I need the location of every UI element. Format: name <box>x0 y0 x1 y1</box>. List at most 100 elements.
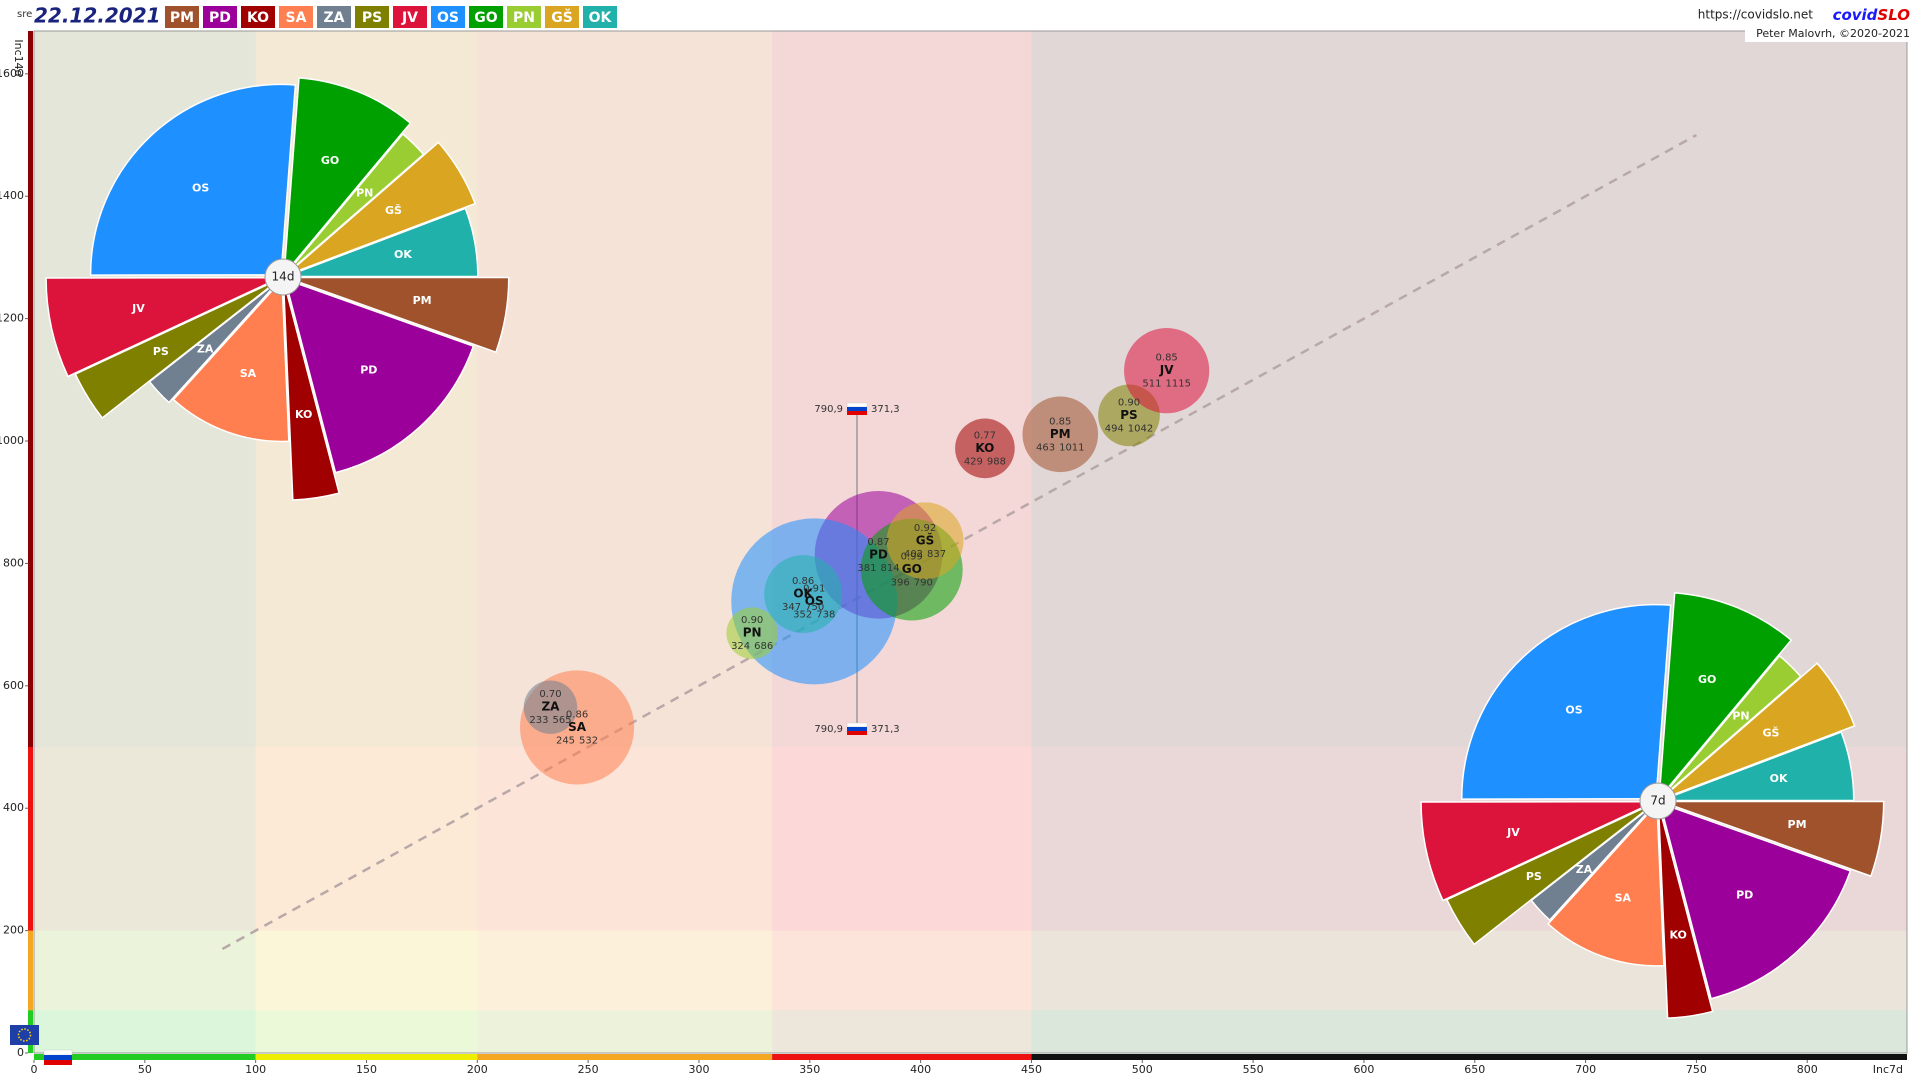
bubble-code: JV <box>1159 363 1174 377</box>
plot-area: 0 50 100 150 200 250 300 350 400 450 500 550 600 650 7… <box>0 30 1908 1076</box>
bubble-values: 402 837 <box>904 549 946 560</box>
y-axis-title: Inc14d <box>12 39 25 76</box>
bubble-values: 347 750 <box>782 602 824 613</box>
pie-slice <box>1547 801 1665 967</box>
legend-label[interactable]: OS <box>437 10 459 26</box>
bubble-values: 233 565 <box>529 715 571 726</box>
legend-swatch[interactable] <box>431 6 465 28</box>
bubble-y: 738 <box>816 609 835 620</box>
x-tick-label: 700 <box>1575 1063 1596 1076</box>
x-tick-label: 300 <box>688 1063 709 1076</box>
legend-swatch[interactable] <box>507 6 541 28</box>
bubble-x: 347 <box>782 602 801 613</box>
brand: covidSLO <box>1833 6 1911 24</box>
y-tick-label: 1400 <box>0 189 24 202</box>
bubble-x: 463 <box>1036 442 1055 453</box>
bubble-x: 245 <box>556 735 575 746</box>
y-tick-label: 200 <box>3 924 24 937</box>
bubble-y: 790 <box>914 578 933 589</box>
legend-label[interactable]: SA <box>286 10 307 26</box>
legend-label[interactable]: PS <box>362 10 382 26</box>
bubble-x: 402 <box>904 549 923 560</box>
legend-swatch[interactable] <box>203 6 237 28</box>
legend-swatch[interactable] <box>317 6 351 28</box>
x-scale-bar <box>772 1054 1032 1060</box>
x-tick-label: 150 <box>356 1063 377 1076</box>
pie-center-label: 14d <box>272 270 295 284</box>
bubble-y: 814 <box>881 563 900 574</box>
legend-swatch[interactable] <box>355 6 389 28</box>
pie-slice <box>285 207 479 278</box>
y-tick-label: 0 <box>17 1046 24 1059</box>
legend-label[interactable]: GŠ <box>551 8 573 26</box>
pie-slice <box>89 83 297 276</box>
bubble-code: OK <box>793 587 813 601</box>
bubble-y: 532 <box>579 735 598 746</box>
bubble-code: PN <box>743 626 762 640</box>
bubble-x: 429 <box>964 456 983 467</box>
bubble-x: 381 <box>857 563 876 574</box>
pie-slice <box>1658 802 1852 1000</box>
ref-flag <box>847 730 868 735</box>
pie-slice <box>1460 603 1672 800</box>
pie-slice <box>285 276 510 354</box>
legend-swatch[interactable] <box>279 6 313 28</box>
reference-y-label: 790,9 <box>814 724 843 735</box>
x-scale-bar <box>255 1054 478 1060</box>
pie-slice <box>282 279 341 501</box>
legend-swatch[interactable] <box>583 6 617 28</box>
pie-label: OS <box>1565 704 1582 717</box>
pie-slice <box>1658 592 1793 801</box>
pie-label: PD <box>1736 889 1753 902</box>
pie-label: PN <box>356 187 373 200</box>
legend-label[interactable]: PD <box>209 10 231 26</box>
pie-slice <box>283 278 475 474</box>
y-tick-label: 600 <box>3 679 24 692</box>
pie-label: JV <box>1506 826 1520 839</box>
pie-slice <box>285 141 477 277</box>
legend-label[interactable]: JV <box>401 10 418 26</box>
legend-label[interactable]: OK <box>589 10 613 26</box>
legend-label[interactable]: PN <box>513 10 535 26</box>
x-scale-bar <box>34 1054 256 1060</box>
pie-label: KO <box>1669 928 1686 941</box>
reference-y-label: 790,9 <box>814 404 843 415</box>
x-tick-label: 400 <box>910 1063 931 1076</box>
bubble-values: 396 790 <box>891 578 933 589</box>
pie-slice <box>1660 800 1885 878</box>
si-flag <box>43 1049 73 1065</box>
legend-swatch[interactable] <box>165 6 199 28</box>
pie-slice <box>1660 731 1855 802</box>
pie-slice <box>74 277 281 419</box>
legend-swatch[interactable] <box>241 6 275 28</box>
bubble-y: 837 <box>927 549 946 560</box>
bubble <box>1022 396 1099 473</box>
pie-label: PN <box>1732 709 1749 722</box>
bubble-ratio: 0.99 <box>901 552 923 563</box>
legend-swatch[interactable] <box>545 6 579 28</box>
brand-part: SLO <box>1877 6 1910 24</box>
author: Peter Malovrh, ©2020-2021 <box>1756 27 1910 40</box>
pie-label: PD <box>360 364 377 377</box>
legend-label[interactable]: GO <box>474 10 497 26</box>
x-tick-label: 500 <box>1132 1063 1153 1076</box>
legend-label[interactable]: KO <box>247 10 269 26</box>
legend-label[interactable]: ZA <box>324 10 345 26</box>
y-band <box>34 1010 1907 1053</box>
bubble-x: 511 <box>1142 379 1161 390</box>
bubble-x: 396 <box>891 578 910 589</box>
legend-swatch[interactable] <box>469 6 503 28</box>
bubble-y: 988 <box>987 456 1006 467</box>
bubble-x: 233 <box>529 715 548 726</box>
bubble-ratio: 0.77 <box>974 430 996 441</box>
pie-center <box>264 258 302 296</box>
bubble-y: 750 <box>805 602 824 613</box>
legend-swatch[interactable] <box>393 6 427 28</box>
bubble-y: 565 <box>552 715 571 726</box>
bubble-y: 1011 <box>1059 442 1084 453</box>
bubble-values: 381 814 <box>857 563 899 574</box>
legend-label[interactable]: PM <box>170 10 194 26</box>
y-scale-bar <box>28 930 33 1011</box>
weekday: sre <box>17 9 32 20</box>
